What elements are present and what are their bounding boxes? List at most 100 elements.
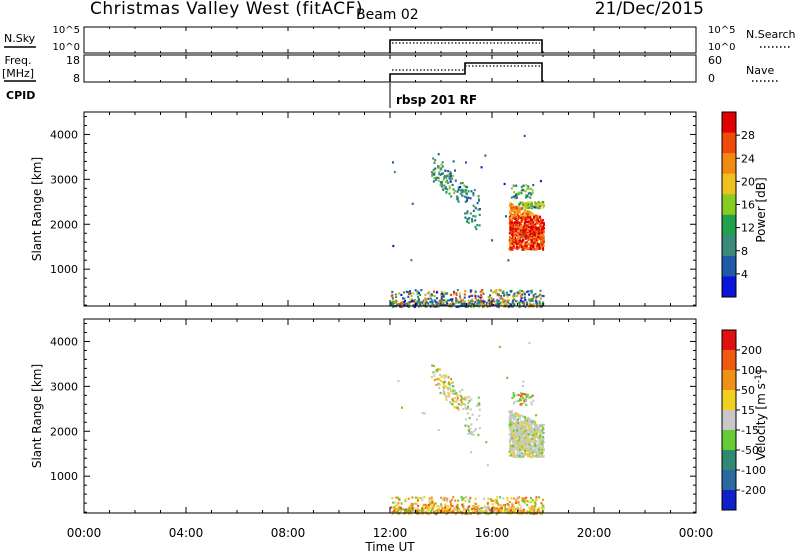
data-pixel bbox=[479, 508, 482, 512]
data-pixel bbox=[395, 496, 398, 499]
data-pixel bbox=[516, 419, 519, 423]
data-pixel bbox=[470, 451, 472, 454]
data-pixel bbox=[454, 169, 456, 172]
data-pixel bbox=[540, 502, 543, 505]
data-pixel bbox=[515, 246, 518, 249]
data-pixel bbox=[538, 302, 541, 305]
data-pixel bbox=[532, 217, 535, 220]
data-pixel bbox=[511, 225, 514, 228]
data-pixel bbox=[474, 290, 477, 293]
data-pixel bbox=[477, 299, 480, 302]
data-pixel bbox=[510, 454, 513, 457]
data-pixel bbox=[518, 240, 521, 243]
data-pixel bbox=[509, 225, 512, 228]
data-pixel bbox=[514, 411, 517, 415]
data-pixel bbox=[512, 445, 515, 448]
data-pixel bbox=[471, 299, 474, 303]
data-pixel bbox=[522, 421, 525, 425]
data-pixel bbox=[449, 500, 452, 503]
data-pixel bbox=[411, 300, 414, 303]
data-pixel bbox=[488, 299, 491, 302]
data-pixel bbox=[540, 455, 543, 458]
data-pixel bbox=[407, 293, 410, 296]
data-pixel bbox=[528, 424, 531, 427]
data-pixel bbox=[512, 505, 515, 508]
data-pixel bbox=[506, 295, 509, 298]
data-pixel bbox=[450, 293, 452, 297]
data-pixel bbox=[440, 375, 443, 378]
data-pixel bbox=[391, 297, 394, 300]
data-pixel bbox=[511, 235, 514, 238]
data-pixel bbox=[476, 418, 478, 421]
power-colorbar-label: Power [dB] bbox=[754, 177, 768, 242]
data-pixel bbox=[528, 454, 531, 457]
data-pixel bbox=[466, 198, 469, 201]
data-pixel bbox=[534, 441, 537, 444]
data-pixel bbox=[433, 504, 435, 507]
data-pixel bbox=[469, 408, 472, 411]
data-pixel bbox=[450, 378, 453, 381]
data-pixel bbox=[394, 501, 397, 504]
data-pixel bbox=[462, 497, 465, 500]
data-pixel bbox=[476, 202, 479, 205]
data-pixel bbox=[496, 305, 499, 308]
data-pixel bbox=[541, 227, 544, 230]
colorbar-segment bbox=[722, 430, 736, 451]
data-pixel bbox=[436, 505, 439, 508]
data-pixel bbox=[432, 157, 435, 160]
data-pixel bbox=[407, 507, 410, 510]
data-pixel bbox=[515, 413, 518, 416]
data-pixel bbox=[509, 245, 512, 248]
data-pixel bbox=[448, 173, 451, 176]
data-pixel bbox=[514, 234, 516, 237]
data-pixel bbox=[447, 510, 450, 513]
data-pixel bbox=[427, 507, 430, 511]
data-pixel bbox=[511, 237, 514, 240]
data-pixel bbox=[438, 383, 441, 386]
data-pixel bbox=[499, 506, 502, 509]
data-pixel bbox=[525, 229, 528, 232]
data-pixel bbox=[459, 404, 462, 407]
data-pixel bbox=[542, 295, 545, 298]
data-pixel bbox=[502, 298, 505, 301]
data-pixel bbox=[516, 228, 519, 231]
data-pixel bbox=[443, 509, 446, 512]
data-pixel bbox=[523, 222, 526, 226]
data-pixel bbox=[537, 238, 539, 241]
data-pixel bbox=[479, 208, 481, 211]
data-pixel bbox=[466, 305, 469, 308]
data-pixel bbox=[515, 234, 518, 237]
data-pixel bbox=[530, 429, 533, 432]
data-pixel bbox=[454, 189, 457, 193]
nsky-tick-bottom: 10^0 bbox=[53, 42, 80, 53]
data-pixel bbox=[404, 499, 407, 502]
data-pixel bbox=[508, 217, 511, 220]
data-pixel bbox=[506, 508, 509, 511]
data-pixel bbox=[538, 246, 541, 249]
data-pixel bbox=[499, 296, 502, 299]
data-pixel bbox=[529, 300, 532, 303]
data-pixel bbox=[518, 246, 521, 249]
data-pixel bbox=[427, 509, 430, 512]
data-pixel bbox=[520, 185, 523, 188]
data-pixel bbox=[527, 424, 530, 428]
data-pixel bbox=[416, 499, 419, 502]
data-pixel bbox=[523, 211, 526, 214]
data-pixel bbox=[506, 305, 509, 308]
data-pixel bbox=[455, 297, 457, 300]
data-pixel bbox=[542, 455, 545, 458]
data-pixel bbox=[529, 449, 532, 452]
data-pixel bbox=[510, 206, 513, 209]
data-pixel bbox=[474, 293, 477, 296]
data-pixel bbox=[512, 417, 515, 420]
data-pixel bbox=[517, 207, 520, 210]
date-label: 21/Dec/2015 bbox=[595, 0, 704, 19]
data-pixel bbox=[529, 432, 532, 435]
velocity-ytick-label: 4000 bbox=[50, 335, 78, 348]
data-pixel bbox=[423, 503, 426, 506]
data-pixel bbox=[530, 403, 533, 406]
data-pixel bbox=[512, 217, 515, 220]
data-pixel bbox=[477, 198, 480, 201]
data-pixel bbox=[439, 168, 442, 171]
data-pixel bbox=[515, 425, 518, 428]
